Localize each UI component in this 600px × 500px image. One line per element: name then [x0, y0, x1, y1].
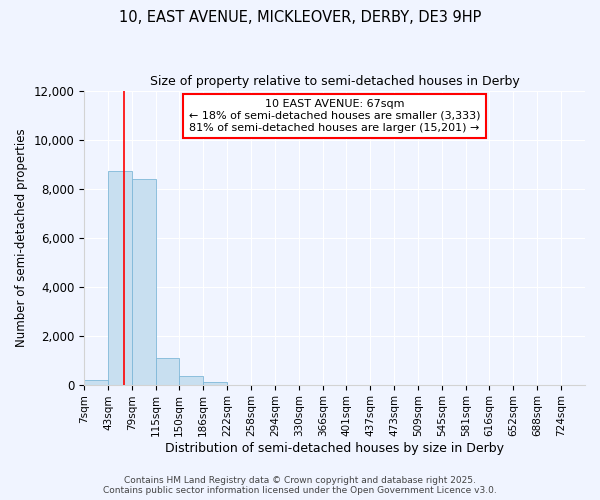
Bar [179, 376, 203, 384]
Bar [84, 380, 108, 384]
Y-axis label: Number of semi-detached properties: Number of semi-detached properties [15, 128, 28, 347]
X-axis label: Distribution of semi-detached houses by size in Derby: Distribution of semi-detached houses by … [165, 442, 504, 455]
Text: 10 EAST AVENUE: 67sqm
← 18% of semi-detached houses are smaller (3,333)
81% of s: 10 EAST AVENUE: 67sqm ← 18% of semi-deta… [189, 100, 481, 132]
Bar [108, 172, 132, 384]
Bar [156, 358, 179, 384]
Bar [203, 382, 227, 384]
Text: 10, EAST AVENUE, MICKLEOVER, DERBY, DE3 9HP: 10, EAST AVENUE, MICKLEOVER, DERBY, DE3 … [119, 10, 481, 25]
Bar [132, 179, 156, 384]
Title: Size of property relative to semi-detached houses in Derby: Size of property relative to semi-detach… [150, 75, 520, 88]
Text: Contains HM Land Registry data © Crown copyright and database right 2025.
Contai: Contains HM Land Registry data © Crown c… [103, 476, 497, 495]
